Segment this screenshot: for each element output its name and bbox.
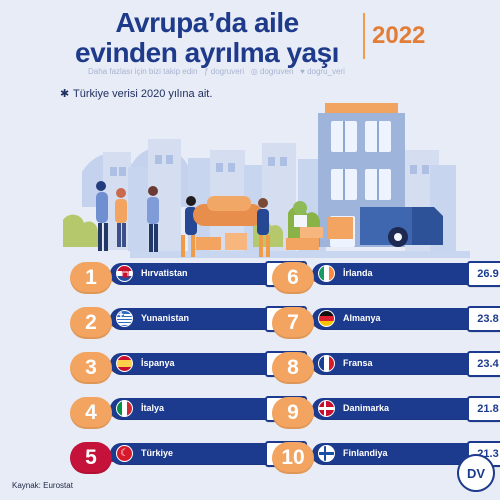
asterisk-icon: ✱ — [60, 88, 70, 100]
turkey-note-text: Türkiye verisi 2020 yılına ait. — [73, 88, 213, 100]
rank-number: 6 — [272, 262, 314, 294]
country-name: İspanya — [141, 358, 175, 368]
germany-flag-icon — [318, 310, 335, 327]
italy-flag-icon — [116, 400, 133, 417]
social-instagram-handle: dogruveri — [260, 67, 294, 76]
rank-number: 4 — [70, 397, 112, 429]
rank-number: 8 — [272, 352, 314, 384]
dogru-veri-logo-icon: DV — [456, 454, 495, 492]
ranking-row: Almanya 23.8 7 — [272, 306, 500, 339]
moving-truck — [360, 207, 443, 247]
denmark-flag-icon — [318, 400, 335, 417]
title-line-1: Avrupa’da aile — [115, 7, 299, 38]
country-value: 23.4 — [467, 351, 500, 377]
ranking-row: ☾Türkiye27.85 — [70, 441, 307, 474]
social-follow-line: Daha fazlası için bizi takip edin ƒ dogr… — [88, 67, 428, 77]
country-name: Türkiye — [141, 448, 174, 458]
rank-number: 9 — [272, 397, 314, 429]
ranking-row: Danimarka 21.8 9 — [272, 396, 500, 429]
country-value: 21.8 — [467, 396, 500, 422]
ireland-flag-icon — [318, 265, 335, 282]
ranking-row: Finlandiya 21.3 10 — [272, 441, 500, 474]
country-tab: İtalya30.0 — [110, 396, 307, 422]
people-group — [96, 181, 159, 252]
country-value: 26.9 — [467, 261, 500, 287]
country-tab: İspanya30.3 — [110, 351, 307, 377]
ranking-row: İspanya30.33 — [70, 351, 307, 384]
social-follow-text: Daha fazlası için bizi takip edin — [88, 67, 198, 76]
building-windows — [110, 155, 429, 176]
country-tab: ▣Hırvatistan33.4 — [110, 261, 307, 287]
spain-flag-icon — [116, 355, 133, 372]
country-tab: Finlandiya 21.3 — [312, 441, 500, 467]
facebook-icon: ƒ — [199, 67, 209, 76]
page-title: Avrupa’da aile evinden ayrılma yaşı — [52, 8, 362, 68]
title-line-2: evinden ayrılma yaşı — [75, 37, 339, 68]
turkey-data-note: ✱ Türkiye verisi 2020 yılına ait. — [60, 88, 212, 100]
moving-house-illustration — [63, 103, 470, 258]
moving-boxes — [196, 217, 353, 250]
croatia-flag-icon: ▣ — [116, 265, 133, 282]
rank-number: 7 — [272, 307, 314, 339]
year-label: 2022 — [372, 22, 426, 49]
source-note: Kaynak: Eurostat — [12, 481, 73, 490]
ranking-list: ▣Hırvatistan33.41✚Yunanistan30.72İspanya… — [0, 255, 500, 475]
greece-flag-icon: ✚ — [116, 310, 133, 327]
country-name: Yunanistan — [141, 313, 190, 323]
logo-text: DV — [467, 466, 485, 481]
country-tab: ✚Yunanistan30.7 — [110, 306, 307, 332]
rank-number: 3 — [70, 352, 112, 384]
country-name: Hırvatistan — [141, 268, 188, 278]
finland-flag-icon — [318, 445, 335, 462]
country-name: İrlanda — [343, 268, 373, 278]
ranking-row: İrlanda 26.9 6 — [272, 261, 500, 294]
country-tab: Danimarka 21.8 — [312, 396, 500, 422]
country-name: Finlandiya — [343, 448, 388, 458]
rank-number: 1 — [70, 262, 112, 294]
turkey-flag-icon: ☾ — [116, 445, 133, 462]
country-name: Fransa — [343, 358, 373, 368]
country-name: İtalya — [141, 403, 165, 413]
france-flag-icon — [318, 355, 335, 372]
instagram-icon: ◎ — [246, 67, 258, 76]
ranking-row: İtalya30.04 — [70, 396, 307, 429]
ranking-row: Fransa 23.4 8 — [272, 351, 500, 384]
country-tab: ☾Türkiye27.8 — [110, 441, 307, 467]
title-divider — [363, 13, 365, 59]
social-facebook-handle: dogruveri — [210, 67, 245, 76]
country-name: Almanya — [343, 313, 381, 323]
country-value: 23.8 — [467, 306, 500, 332]
movers-with-couch — [181, 196, 270, 257]
ranking-row: ✚Yunanistan30.72 — [70, 306, 307, 339]
rank-number: 2 — [70, 307, 112, 339]
country-tab: İrlanda 26.9 — [312, 261, 500, 287]
ranking-row: ▣Hırvatistan33.41 — [70, 261, 307, 294]
country-tab: Fransa 23.4 — [312, 351, 500, 377]
country-name: Danimarka — [343, 403, 390, 413]
twitter-icon: ♥ — [295, 67, 305, 76]
rank-number: 10 — [272, 442, 314, 474]
country-tab: Almanya 23.8 — [312, 306, 500, 332]
social-twitter-handle: dogru_veri — [307, 67, 345, 76]
rank-number: 5 — [70, 442, 112, 474]
